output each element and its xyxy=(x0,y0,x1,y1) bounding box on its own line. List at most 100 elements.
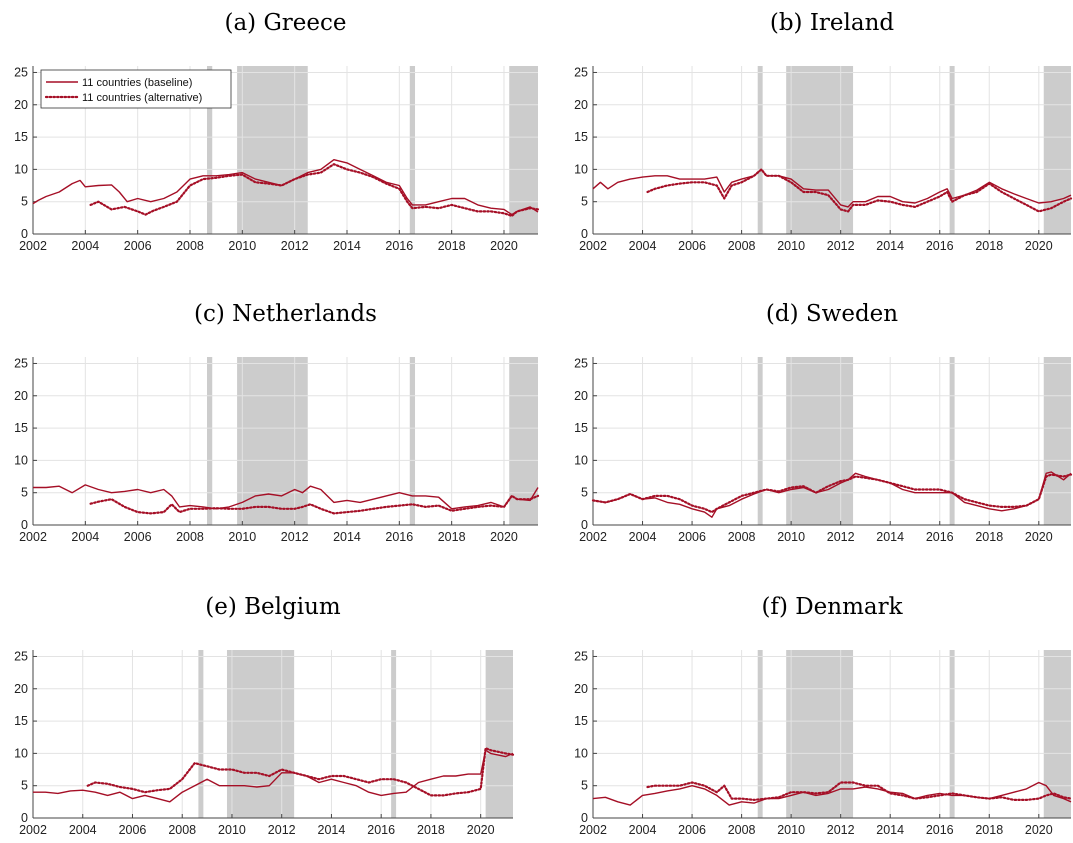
y-tick-label: 10 xyxy=(14,453,28,467)
x-tick-label: 2006 xyxy=(119,823,147,837)
shaded-period xyxy=(949,357,955,525)
x-tick-label: 2004 xyxy=(69,823,97,837)
panel-title: (f) Denmark xyxy=(761,594,903,620)
y-tick-label: 0 xyxy=(21,227,28,241)
x-tick-label: 2018 xyxy=(975,239,1003,253)
y-tick-label: 10 xyxy=(574,162,588,176)
shaded-period xyxy=(786,650,854,818)
y-tick-label: 20 xyxy=(14,682,28,696)
shaded-period xyxy=(207,357,213,525)
x-tick-label: 2014 xyxy=(333,239,361,253)
x-tick-label: 2014 xyxy=(876,239,904,253)
series-line-baseline xyxy=(592,781,1072,806)
x-tick-label: 2010 xyxy=(228,239,256,253)
x-tick-label: 2014 xyxy=(876,530,904,544)
x-tick-label: 2002 xyxy=(579,239,607,253)
x-tick-label: 2002 xyxy=(579,530,607,544)
y-tick-label: 10 xyxy=(14,746,28,760)
y-tick-label: 5 xyxy=(21,779,28,793)
series-line-alternative xyxy=(86,747,515,797)
y-tick-label: 20 xyxy=(574,98,588,112)
y-tick-label: 15 xyxy=(14,714,28,728)
x-tick-label: 2010 xyxy=(777,239,805,253)
shaded-period xyxy=(485,650,513,818)
y-tick-label: 10 xyxy=(574,746,588,760)
x-tick-label: 2016 xyxy=(926,823,954,837)
shaded-period xyxy=(786,66,854,234)
y-tick-label: 15 xyxy=(574,421,588,435)
x-tick-label: 2016 xyxy=(926,239,954,253)
x-tick-label: 2020 xyxy=(490,530,518,544)
x-tick-label: 2018 xyxy=(975,530,1003,544)
x-tick-label: 2006 xyxy=(124,530,152,544)
x-tick-label: 2006 xyxy=(678,823,706,837)
y-tick-label: 25 xyxy=(14,649,28,663)
x-tick-label: 2018 xyxy=(975,823,1003,837)
shaded-period xyxy=(509,66,538,234)
shaded-period xyxy=(226,650,295,818)
x-tick-label: 2004 xyxy=(71,239,99,253)
x-tick-label: 2008 xyxy=(728,239,756,253)
x-tick-label: 2002 xyxy=(19,530,47,544)
x-tick-label: 2004 xyxy=(629,530,657,544)
x-tick-label: 2012 xyxy=(281,530,309,544)
panel-title: (e) Belgium xyxy=(205,594,341,620)
panel-title: (b) Ireland xyxy=(770,10,895,36)
x-tick-label: 2016 xyxy=(926,530,954,544)
x-tick-label: 2012 xyxy=(827,823,855,837)
shaded-period xyxy=(1043,357,1071,525)
shaded-period xyxy=(786,357,854,525)
x-tick-label: 2008 xyxy=(176,530,204,544)
x-tick-label: 2010 xyxy=(777,530,805,544)
x-tick-label: 2004 xyxy=(629,823,657,837)
x-tick-label: 2012 xyxy=(281,239,309,253)
x-tick-label: 2014 xyxy=(333,530,361,544)
y-tick-label: 10 xyxy=(14,162,28,176)
y-tick-label: 5 xyxy=(581,779,588,793)
x-tick-label: 2008 xyxy=(728,530,756,544)
series-line-baseline xyxy=(592,471,1072,518)
x-tick-label: 2020 xyxy=(490,239,518,253)
x-tick-label: 2018 xyxy=(417,823,445,837)
legend: 11 countries (baseline) 11 countries (alt… xyxy=(40,69,232,109)
shaded-period xyxy=(207,66,213,234)
y-tick-label: 20 xyxy=(14,98,28,112)
shaded-period xyxy=(949,66,955,234)
series-line-baseline xyxy=(592,168,1072,208)
shaded-period xyxy=(237,357,308,525)
x-tick-label: 2004 xyxy=(71,530,99,544)
shaded-period xyxy=(409,66,416,234)
shaded-period xyxy=(237,66,308,234)
series-line-baseline xyxy=(33,749,514,803)
y-tick-label: 20 xyxy=(574,389,588,403)
y-tick-label: 25 xyxy=(574,65,588,79)
y-tick-label: 10 xyxy=(574,453,588,467)
y-tick-label: 5 xyxy=(21,486,28,500)
x-tick-label: 2016 xyxy=(367,823,395,837)
x-tick-label: 2012 xyxy=(827,239,855,253)
x-tick-label: 2016 xyxy=(385,530,413,544)
x-tick-label: 2006 xyxy=(678,530,706,544)
y-tick-label: 25 xyxy=(574,649,588,663)
series-line-baseline xyxy=(33,484,539,510)
x-tick-label: 2018 xyxy=(438,530,466,544)
y-tick-label: 25 xyxy=(574,356,588,370)
shaded-period xyxy=(949,650,955,818)
x-tick-label: 2006 xyxy=(124,239,152,253)
x-tick-label: 2010 xyxy=(218,823,246,837)
legend-entry: 11 countries (alternative) xyxy=(82,92,202,104)
y-tick-label: 15 xyxy=(14,130,28,144)
x-tick-label: 2002 xyxy=(579,823,607,837)
series-line-alternative xyxy=(646,168,1073,213)
x-tick-label: 2006 xyxy=(678,239,706,253)
legend-entry: 11 countries (baseline) xyxy=(82,77,192,89)
y-tick-label: 15 xyxy=(574,714,588,728)
legend-box xyxy=(40,69,232,109)
x-tick-label: 2014 xyxy=(876,823,904,837)
x-tick-label: 2018 xyxy=(438,239,466,253)
y-tick-label: 15 xyxy=(574,130,588,144)
x-tick-label: 2008 xyxy=(168,823,196,837)
panel-title: (d) Sweden xyxy=(766,301,898,327)
x-tick-label: 2014 xyxy=(318,823,346,837)
